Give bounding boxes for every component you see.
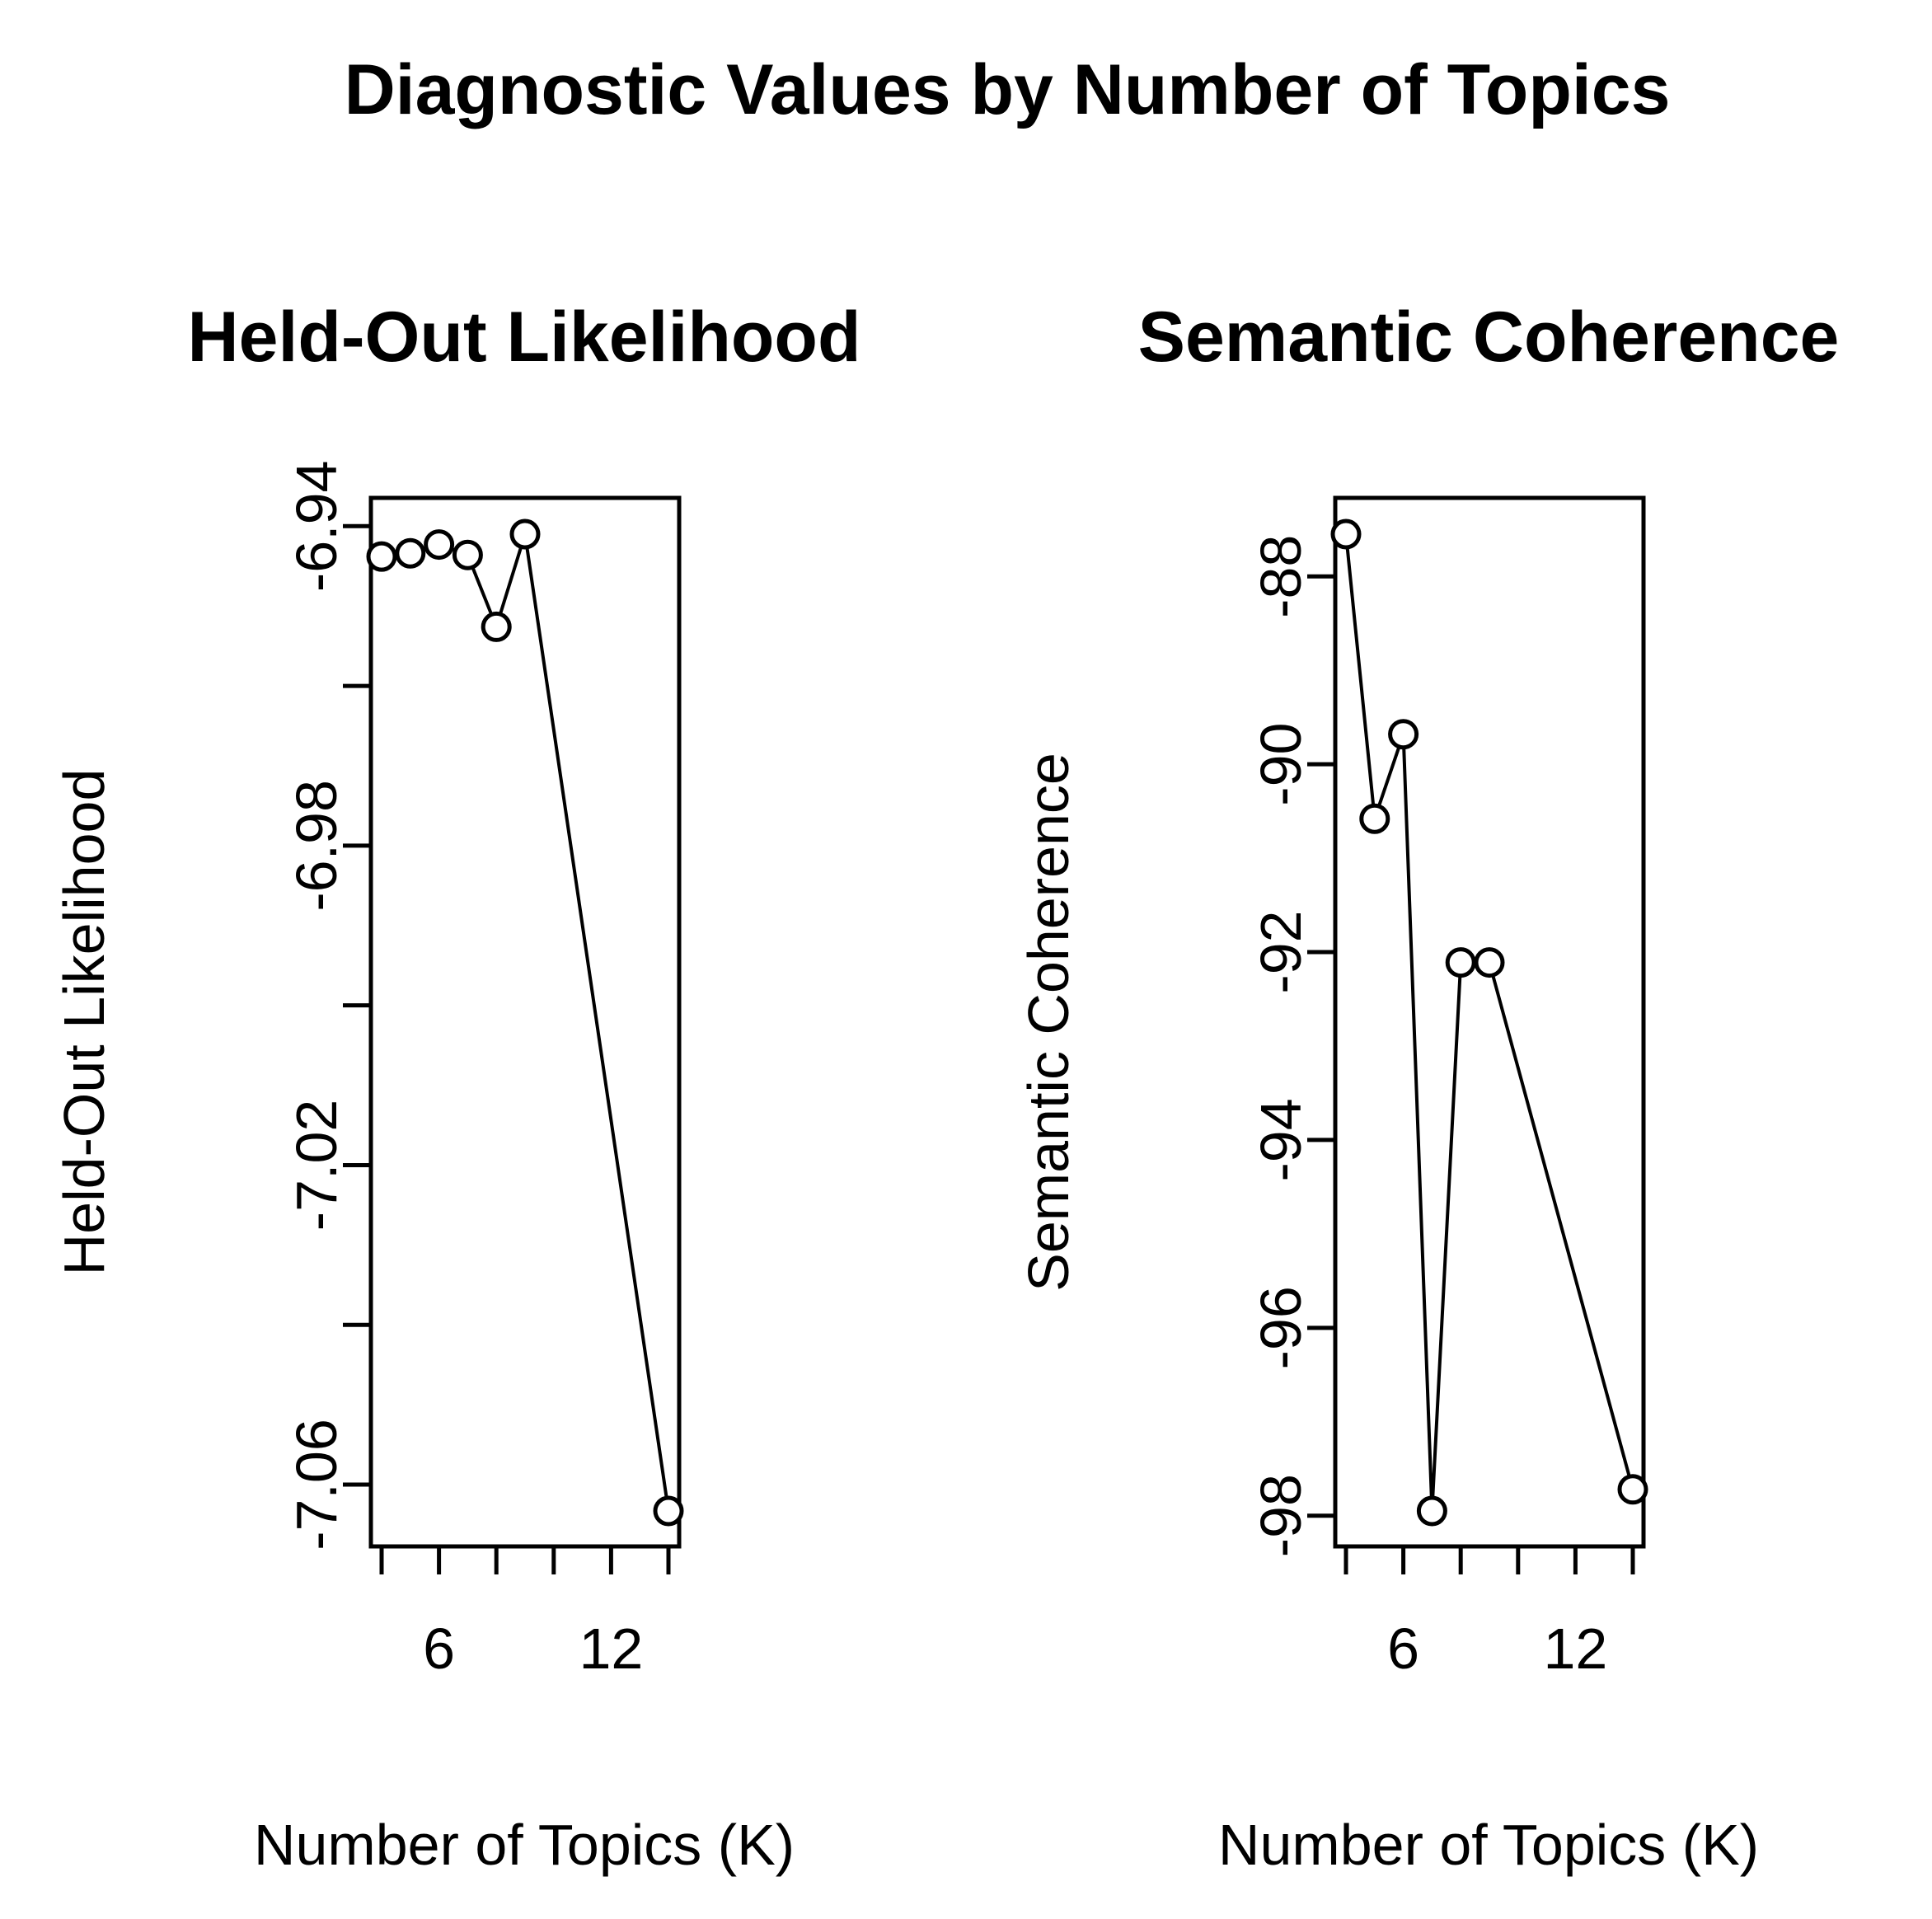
data-point xyxy=(481,611,512,642)
semantic-coherence-panel: Semantic Coherence Semantic Coherence Nu… xyxy=(1016,298,1839,1877)
x-axis-label: Number of Topics (K) xyxy=(1218,1813,1759,1877)
panel-title: Semantic Coherence xyxy=(1138,298,1840,377)
y-tick-label: -92 xyxy=(1249,910,1313,993)
axis-ticks: -6.94 -6.98 -7.02 -7.06 6 12 xyxy=(284,461,671,1681)
data-point xyxy=(1445,947,1476,978)
x-tick-label: 6 xyxy=(423,1616,455,1681)
x-tick-label: 12 xyxy=(1543,1616,1607,1681)
data-point xyxy=(1416,1495,1447,1527)
series-marks xyxy=(366,518,684,1527)
data-point xyxy=(424,529,455,561)
data-point xyxy=(653,1495,684,1527)
data-point xyxy=(452,539,483,570)
y-tick-label: -6.94 xyxy=(284,461,349,593)
y-tick-label: -88 xyxy=(1249,535,1313,618)
y-tick-label: -98 xyxy=(1249,1474,1313,1557)
data-point xyxy=(395,537,426,569)
y-tick-label: -7.06 xyxy=(284,1419,349,1551)
y-axis-label: Held-Out Likelihood xyxy=(52,769,116,1276)
data-point xyxy=(1474,947,1505,978)
x-axis-label: Number of Topics (K) xyxy=(254,1813,795,1877)
y-tick-label: -94 xyxy=(1249,1098,1313,1181)
data-point xyxy=(1359,803,1390,834)
data-point xyxy=(1388,719,1419,750)
y-tick-label: -6.98 xyxy=(284,780,349,912)
series-marks xyxy=(1330,518,1648,1527)
y-tick-label: -96 xyxy=(1249,1286,1313,1369)
data-point xyxy=(1617,1474,1648,1505)
x-tick-label: 12 xyxy=(579,1616,643,1681)
data-point xyxy=(1330,518,1362,550)
panel-title: Held-Out Likelihood xyxy=(188,298,861,377)
plot-frame xyxy=(368,495,682,1549)
held-out-likelihood-panel: Held-Out Likelihood Held-Out Likelihood … xyxy=(52,298,860,1877)
data-point xyxy=(366,541,397,572)
axis-ticks: -88 -90 -92 -94 -96 -98 6 12 xyxy=(1249,535,1635,1681)
y-tick-label: -7.02 xyxy=(284,1100,349,1232)
x-tick-label: 6 xyxy=(1387,1616,1419,1681)
y-axis-label: Semantic Coherence xyxy=(1016,753,1081,1292)
plot-frame xyxy=(1333,495,1646,1549)
figure-title: Diagnostic Values by Number of Topics xyxy=(345,50,1671,129)
y-tick-label: -90 xyxy=(1249,723,1313,806)
data-point xyxy=(509,518,541,550)
